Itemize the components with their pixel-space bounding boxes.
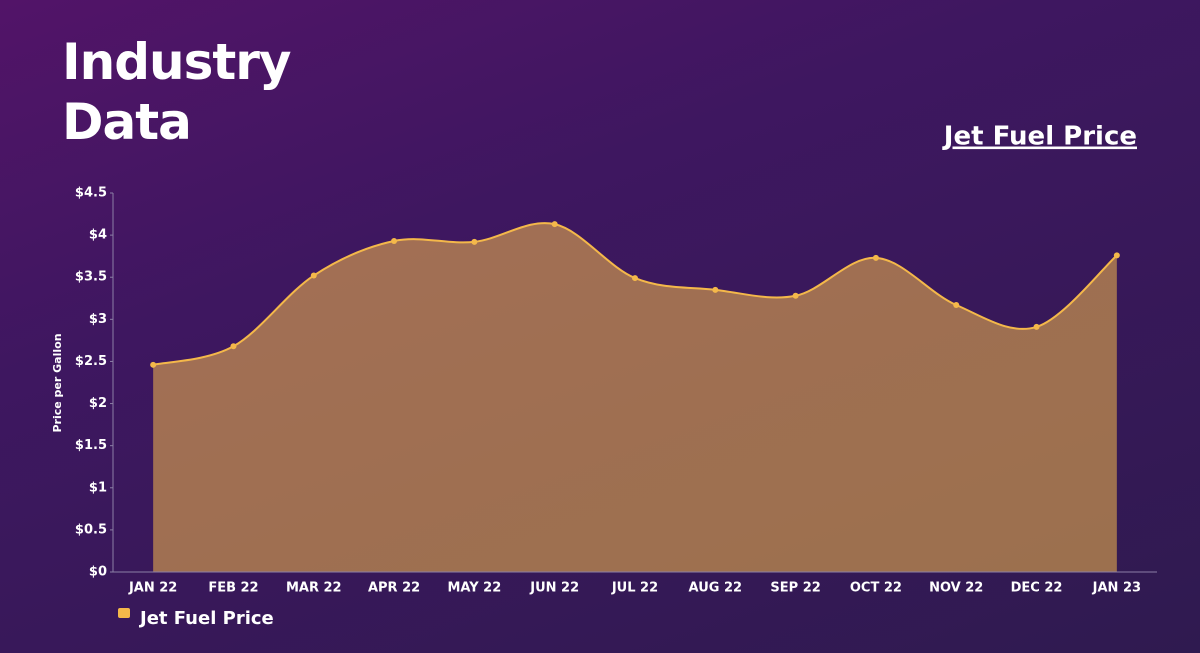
y-tick-label: $3.5	[75, 270, 107, 285]
x-tick-label: SEP 22	[770, 581, 820, 596]
x-tick-label: NOV 22	[929, 581, 983, 596]
point	[872, 254, 879, 261]
x-tick-label: DEC 22	[1011, 581, 1063, 596]
x-tick-label: APR 22	[368, 581, 420, 596]
y-tick-label: $2	[89, 396, 107, 411]
point	[150, 361, 157, 368]
x-tick-label: JUL 22	[611, 581, 658, 596]
point	[230, 343, 237, 350]
x-tick-label: JAN 22	[128, 581, 177, 596]
point	[471, 238, 478, 245]
y-tick-label: $0	[89, 565, 107, 580]
y-tick-label: $4.5	[75, 186, 107, 201]
point	[1113, 252, 1120, 259]
point	[632, 275, 638, 282]
area	[153, 223, 1117, 572]
point	[551, 221, 558, 228]
chart-title: Jet Fuel Price	[942, 122, 1137, 152]
legend-swatch	[118, 608, 130, 618]
x-tick-label: AUG 22	[689, 581, 743, 596]
y-tick-label: $1.5	[75, 438, 107, 453]
page-title: Industry Data	[62, 33, 292, 151]
point	[391, 238, 398, 245]
y-tick-label: $4	[89, 228, 107, 243]
legend-label: Jet Fuel Price	[138, 608, 274, 629]
x-tick-label: JAN 23	[1092, 581, 1141, 596]
y-tick-label: $1	[89, 480, 107, 495]
x-tick-label: MAR 22	[286, 581, 342, 596]
y-tick-label: $3	[89, 312, 107, 327]
x-tick-label: MAY 22	[447, 581, 501, 596]
x-tick-label: JUN 22	[529, 581, 579, 596]
y-axis-label: Price per Gallon	[51, 333, 64, 432]
point	[712, 286, 719, 293]
point	[1033, 323, 1040, 330]
x-tick-label: OCT 22	[850, 581, 902, 596]
x-tick-label: FEB 22	[208, 581, 258, 596]
point	[953, 302, 960, 309]
y-tick-label: $0.5	[75, 522, 107, 537]
point	[792, 292, 799, 299]
y-tick-label: $2.5	[75, 354, 107, 369]
point	[310, 272, 317, 279]
